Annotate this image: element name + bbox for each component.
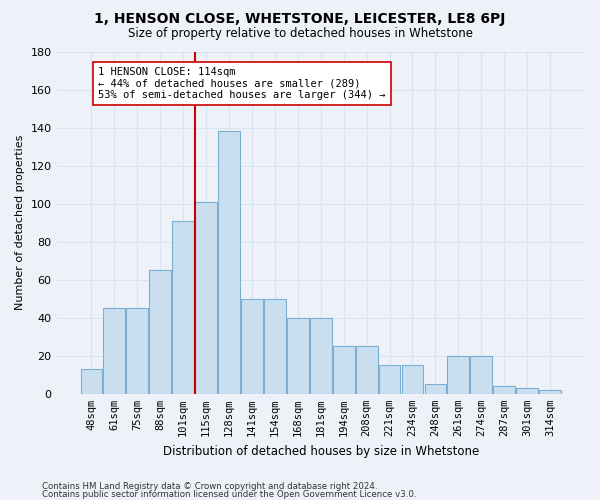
Bar <box>333 346 355 394</box>
Bar <box>80 369 103 394</box>
Bar <box>448 356 469 394</box>
Bar <box>195 202 217 394</box>
Bar <box>172 221 194 394</box>
Bar <box>103 308 125 394</box>
Bar <box>310 318 332 394</box>
Text: Size of property relative to detached houses in Whetstone: Size of property relative to detached ho… <box>128 28 473 40</box>
Bar <box>356 346 377 394</box>
Bar <box>539 390 561 394</box>
Bar <box>264 298 286 394</box>
Text: Contains public sector information licensed under the Open Government Licence v3: Contains public sector information licen… <box>42 490 416 499</box>
Y-axis label: Number of detached properties: Number of detached properties <box>15 135 25 310</box>
Text: Contains HM Land Registry data © Crown copyright and database right 2024.: Contains HM Land Registry data © Crown c… <box>42 482 377 491</box>
Text: 1 HENSON CLOSE: 114sqm
← 44% of detached houses are smaller (289)
53% of semi-de: 1 HENSON CLOSE: 114sqm ← 44% of detached… <box>98 66 386 100</box>
Bar <box>379 366 400 394</box>
Bar <box>470 356 492 394</box>
Bar <box>127 308 148 394</box>
Bar <box>241 298 263 394</box>
Bar <box>287 318 309 394</box>
Bar <box>493 386 515 394</box>
Bar <box>516 388 538 394</box>
Text: 1, HENSON CLOSE, WHETSTONE, LEICESTER, LE8 6PJ: 1, HENSON CLOSE, WHETSTONE, LEICESTER, L… <box>94 12 506 26</box>
Bar <box>149 270 171 394</box>
X-axis label: Distribution of detached houses by size in Whetstone: Distribution of detached houses by size … <box>163 444 479 458</box>
Bar <box>218 132 240 394</box>
Bar <box>425 384 446 394</box>
Bar <box>401 366 424 394</box>
